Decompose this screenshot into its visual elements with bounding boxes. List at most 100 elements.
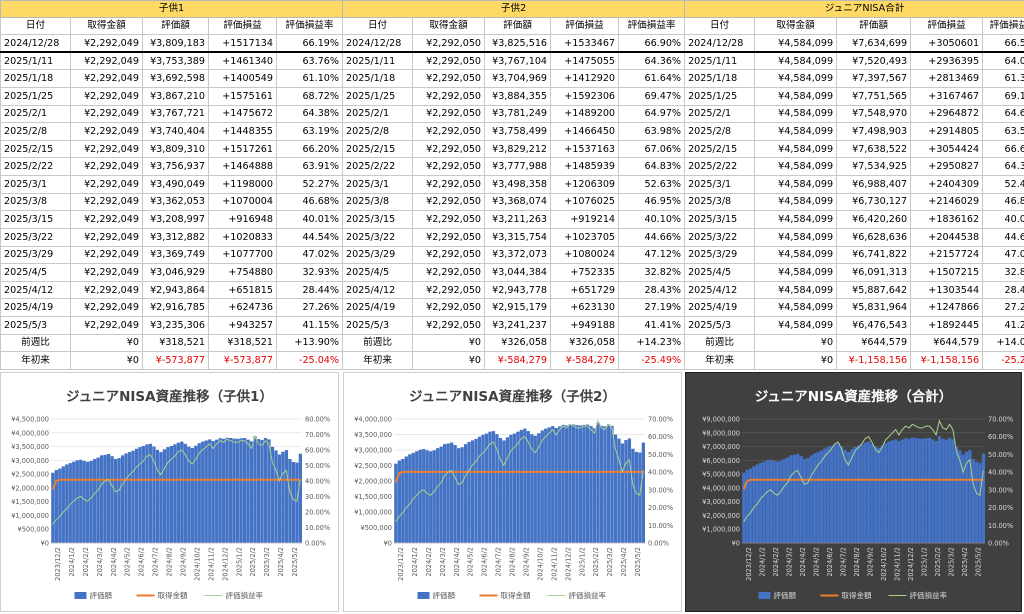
cell-value[interactable]: ¥2,292,049 xyxy=(70,175,143,194)
cell-value[interactable]: ¥2,292,049 xyxy=(70,122,143,141)
cell-value[interactable]: ¥4,584,099 xyxy=(754,192,838,212)
cell-value[interactable]: +1070004 xyxy=(208,192,277,212)
cell-date[interactable]: 2025/3/29 xyxy=(684,245,756,265)
cell-date[interactable]: 2025/1/25 xyxy=(684,87,756,106)
chart-child2[interactable]: ジュニアNISA資産推移（子供2） ¥0 ¥500,000 ¥1,000,000 ¥1,… xyxy=(343,372,682,612)
cell-date[interactable]: 2025/4/12 xyxy=(684,280,756,300)
cell-value[interactable]: 63.76% xyxy=(275,51,344,71)
cell-value[interactable]: ¥4,584,099 xyxy=(754,175,838,194)
cell-date[interactable]: 2025/2/22 xyxy=(342,157,414,177)
cell-value[interactable]: ¥2,292,049 xyxy=(70,34,143,54)
cell-value[interactable]: 61.37% xyxy=(982,69,1024,89)
cell-value[interactable]: ¥2,292,050 xyxy=(412,245,486,265)
cell-value[interactable]: 66.19% xyxy=(275,34,344,54)
cell-value[interactable]: ¥2,292,050 xyxy=(412,122,486,141)
cell-value[interactable]: ¥3,809,310 xyxy=(142,139,209,159)
cell-value[interactable]: 64.37% xyxy=(982,157,1024,177)
cell-value[interactable]: 64.97% xyxy=(618,104,686,124)
cell-value[interactable]: ¥4,584,099 xyxy=(754,210,838,229)
cell-value[interactable]: +949188 xyxy=(550,315,620,335)
cell-value[interactable]: ¥4,584,099 xyxy=(754,139,838,159)
cell-value[interactable]: ¥3,692,598 xyxy=(142,69,209,89)
cell-value[interactable]: +1464888 xyxy=(208,157,277,177)
cell-value[interactable]: ¥3,372,073 xyxy=(484,245,552,265)
cell-date[interactable]: 2025/3/29 xyxy=(342,245,414,265)
cell-value[interactable]: 47.07% xyxy=(982,245,1024,265)
footer-value[interactable]: ¥326,058 xyxy=(484,333,552,353)
cell-date[interactable]: 2025/3/15 xyxy=(342,210,414,229)
cell-value[interactable]: ¥2,292,050 xyxy=(412,227,486,247)
cell-value[interactable]: +624736 xyxy=(208,298,277,317)
cell-value[interactable]: ¥3,884,355 xyxy=(484,87,552,106)
cell-value[interactable]: 68.72% xyxy=(275,87,344,106)
cell-value[interactable]: ¥3,046,929 xyxy=(142,263,209,282)
cell-value[interactable]: ¥2,292,049 xyxy=(70,298,143,317)
footer-value[interactable]: ¥0 xyxy=(754,333,838,353)
cell-value[interactable]: ¥2,292,049 xyxy=(70,139,143,159)
footer-value[interactable]: ¥0 xyxy=(754,351,838,370)
cell-value[interactable]: 66.90% xyxy=(618,34,686,54)
cell-value[interactable]: 64.68% xyxy=(982,104,1024,124)
cell-value[interactable]: ¥3,704,969 xyxy=(484,69,552,89)
cell-value[interactable]: ¥4,584,099 xyxy=(754,87,838,106)
cell-value[interactable]: ¥4,584,099 xyxy=(754,104,838,124)
cell-value[interactable]: ¥3,758,499 xyxy=(484,122,552,141)
footer-value[interactable]: +14.23% xyxy=(618,333,686,353)
cell-value[interactable]: 52.63% xyxy=(618,175,686,194)
cell-value[interactable]: 47.02% xyxy=(275,245,344,265)
cell-date[interactable]: 2025/2/15 xyxy=(0,139,71,159)
cell-value[interactable]: 66.63% xyxy=(982,139,1024,159)
cell-date[interactable]: 2025/2/1 xyxy=(684,104,756,124)
cell-value[interactable]: 27.22% xyxy=(982,298,1024,317)
cell-value[interactable]: ¥2,292,050 xyxy=(412,157,486,177)
cell-value[interactable]: ¥3,315,754 xyxy=(484,227,552,247)
cell-value[interactable]: ¥3,867,210 xyxy=(142,87,209,106)
cell-value[interactable]: +1836162 xyxy=(910,210,984,229)
cell-value[interactable]: +3050601 xyxy=(910,34,984,54)
cell-value[interactable]: 52.27% xyxy=(275,175,344,194)
cell-value[interactable]: +1448355 xyxy=(208,122,277,141)
cell-value[interactable]: +1020833 xyxy=(208,227,277,247)
cell-value[interactable]: 69.47% xyxy=(618,87,686,106)
cell-value[interactable]: ¥3,829,212 xyxy=(484,139,552,159)
cell-value[interactable]: 28.44% xyxy=(982,280,1024,300)
cell-date[interactable]: 2025/3/22 xyxy=(342,227,414,247)
cell-value[interactable]: ¥2,292,049 xyxy=(70,315,143,335)
cell-value[interactable]: 46.81% xyxy=(982,192,1024,212)
cell-date[interactable]: 2025/3/22 xyxy=(684,227,756,247)
cell-value[interactable]: 67.06% xyxy=(618,139,686,159)
cell-value[interactable]: 44.54% xyxy=(275,227,344,247)
cell-value[interactable]: ¥6,628,636 xyxy=(836,227,912,247)
cell-value[interactable]: 44.66% xyxy=(618,227,686,247)
cell-value[interactable]: 46.68% xyxy=(275,192,344,212)
cell-value[interactable]: +1485939 xyxy=(550,157,620,177)
cell-value[interactable]: 28.43% xyxy=(618,280,686,300)
cell-value[interactable]: ¥6,741,822 xyxy=(836,245,912,265)
cell-value[interactable]: ¥2,292,050 xyxy=(412,175,486,194)
cell-value[interactable]: ¥2,292,049 xyxy=(70,192,143,212)
cell-value[interactable]: ¥7,534,925 xyxy=(836,157,912,177)
cell-date[interactable]: 2025/2/1 xyxy=(342,104,414,124)
footer-value[interactable]: -25.49% xyxy=(618,351,686,370)
cell-value[interactable]: ¥3,753,389 xyxy=(142,51,209,71)
footer-value[interactable]: ¥-584,279 xyxy=(550,351,620,370)
footer-value[interactable]: ¥-573,877 xyxy=(208,351,277,370)
cell-value[interactable]: ¥5,831,964 xyxy=(836,298,912,317)
cell-value[interactable]: ¥2,292,050 xyxy=(412,87,486,106)
footer-value[interactable]: ¥644,579 xyxy=(836,333,912,353)
cell-value[interactable]: ¥4,584,099 xyxy=(754,298,838,317)
cell-value[interactable]: ¥2,292,049 xyxy=(70,210,143,229)
cell-date[interactable]: 2025/2/8 xyxy=(684,122,756,141)
cell-value[interactable]: +1592306 xyxy=(550,87,620,106)
cell-value[interactable]: ¥3,368,074 xyxy=(484,192,552,212)
cell-value[interactable]: 41.15% xyxy=(275,315,344,335)
cell-date[interactable]: 2025/3/1 xyxy=(342,175,414,194)
cell-value[interactable]: +919214 xyxy=(550,210,620,229)
cell-value[interactable]: 40.01% xyxy=(275,210,344,229)
cell-value[interactable]: +651729 xyxy=(550,280,620,300)
cell-value[interactable]: +2404309 xyxy=(910,175,984,194)
cell-value[interactable]: +1412920 xyxy=(550,69,620,89)
cell-date[interactable]: 2024/12/28 xyxy=(342,34,414,54)
cell-value[interactable]: ¥3,777,988 xyxy=(484,157,552,177)
cell-value[interactable]: +3167467 xyxy=(910,87,984,106)
